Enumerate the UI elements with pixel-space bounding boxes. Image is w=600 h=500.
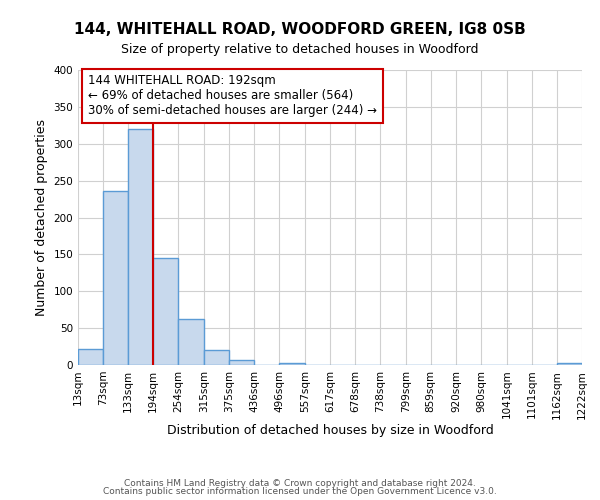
Bar bbox=[153, 258, 178, 365]
Bar bbox=[78, 349, 103, 365]
Y-axis label: Number of detached properties: Number of detached properties bbox=[35, 119, 48, 316]
Text: Contains public sector information licensed under the Open Government Licence v3: Contains public sector information licen… bbox=[103, 487, 497, 496]
Bar bbox=[229, 360, 254, 365]
X-axis label: Distribution of detached houses by size in Woodford: Distribution of detached houses by size … bbox=[167, 424, 493, 437]
Bar bbox=[103, 191, 128, 365]
Text: Contains HM Land Registry data © Crown copyright and database right 2024.: Contains HM Land Registry data © Crown c… bbox=[124, 478, 476, 488]
Bar bbox=[280, 363, 305, 365]
Bar bbox=[178, 318, 204, 365]
Text: 144 WHITEHALL ROAD: 192sqm
← 69% of detached houses are smaller (564)
30% of sem: 144 WHITEHALL ROAD: 192sqm ← 69% of deta… bbox=[88, 74, 377, 118]
Text: Size of property relative to detached houses in Woodford: Size of property relative to detached ho… bbox=[121, 42, 479, 56]
Bar bbox=[557, 363, 582, 365]
Bar bbox=[128, 129, 153, 365]
Text: 144, WHITEHALL ROAD, WOODFORD GREEN, IG8 0SB: 144, WHITEHALL ROAD, WOODFORD GREEN, IG8… bbox=[74, 22, 526, 38]
Bar bbox=[204, 350, 229, 365]
